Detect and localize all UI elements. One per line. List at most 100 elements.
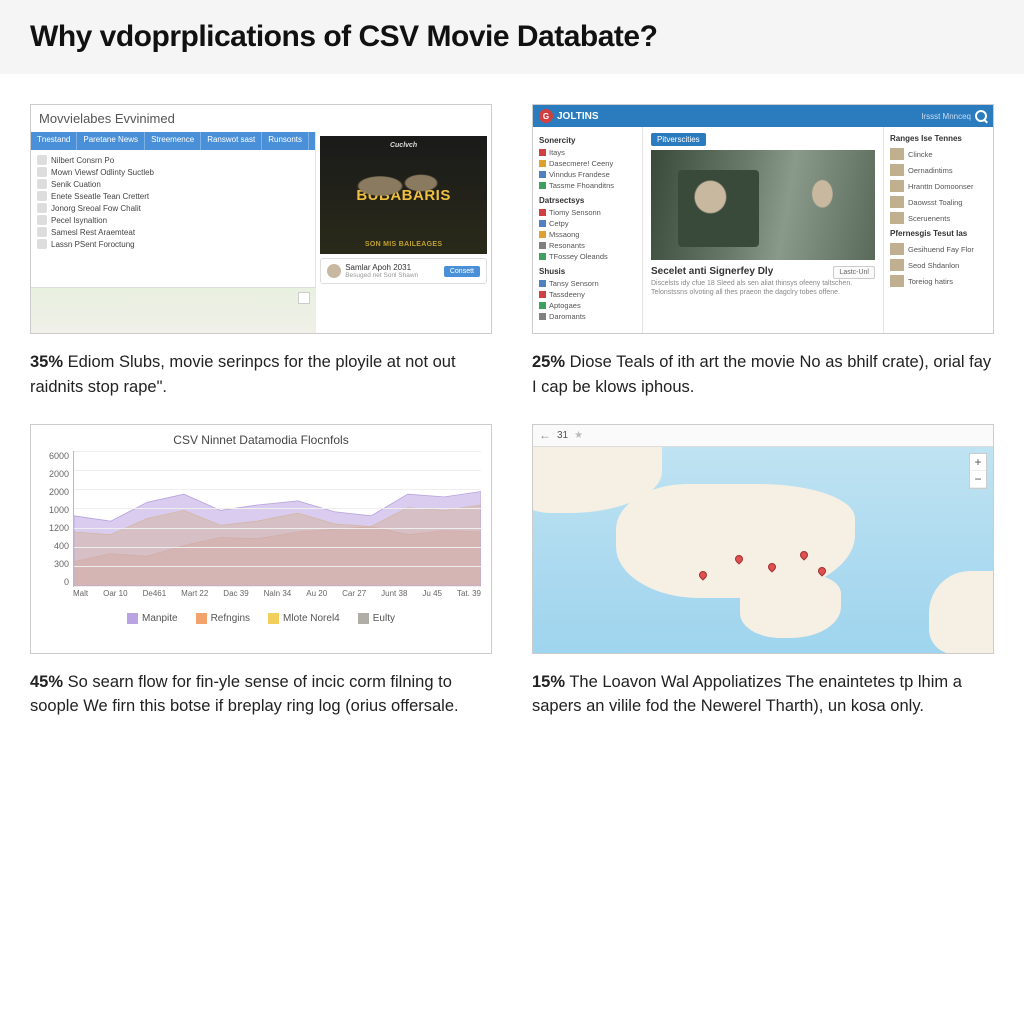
sidebar-item[interactable]: Daromants xyxy=(539,311,636,322)
color-swatch xyxy=(539,220,546,227)
y-tick: 6000 xyxy=(35,451,69,461)
sidebar-item[interactable]: Resonants xyxy=(539,240,636,251)
legend-label: Manpite xyxy=(142,613,178,624)
tab[interactable]: Ranswot sast xyxy=(201,132,262,150)
x-tick: De461 xyxy=(143,589,167,598)
thumb-icon xyxy=(37,239,47,249)
list-item[interactable]: Pecel Isynaltion xyxy=(31,214,315,226)
rail-item[interactable]: Daowsst Toaling xyxy=(890,194,987,210)
avatar xyxy=(327,264,341,278)
thumb-icon xyxy=(890,243,904,255)
sidebar-item[interactable]: Aptogaes xyxy=(539,300,636,311)
sidebar-item[interactable]: TFossey Oleands xyxy=(539,251,636,262)
rail-item[interactable]: Clincke xyxy=(890,146,987,162)
caption-b: 25% Diose Teals of ith art the movie No … xyxy=(532,350,994,400)
list-label: Senik Cuation xyxy=(51,180,101,189)
tab[interactable]: Paretane News xyxy=(77,132,145,150)
y-tick: 2000 xyxy=(35,469,69,479)
search-icon[interactable] xyxy=(975,110,987,122)
category-tag[interactable]: Pitverscities xyxy=(651,133,706,146)
color-swatch xyxy=(539,291,546,298)
caption-a: 35% Ediom Slubs, movie serinpcs for the … xyxy=(30,350,492,400)
cell-c: CSV Ninnet Datamodia Flocnfols 6000 2000 2… xyxy=(30,424,492,720)
sidebar-item[interactable]: Mssaong xyxy=(539,229,636,240)
star-icon[interactable]: ★ xyxy=(574,430,583,441)
rail-item[interactable]: Seod Shdanlon xyxy=(890,257,987,273)
thumb-icon xyxy=(890,275,904,287)
thumb-icon xyxy=(890,196,904,208)
list-item[interactable]: Samesl Rest Araemteat xyxy=(31,226,315,238)
landmass xyxy=(929,571,993,653)
sidebar-item[interactable]: Tassdeeny xyxy=(539,289,636,300)
main-content: Pitverscities Lastc-Unl Secelet anti Sig… xyxy=(643,127,883,334)
y-tick: 2000 xyxy=(35,487,69,497)
gridline xyxy=(74,528,481,529)
plot-area xyxy=(73,451,481,587)
legend-swatch xyxy=(127,613,138,624)
sidebar-label: Dasecmere! Ceeny xyxy=(549,159,613,168)
world-map[interactable]: +− xyxy=(533,447,993,654)
tab[interactable]: Streemence xyxy=(145,132,201,150)
rail-heading: Ranges Ise Tennes xyxy=(890,134,987,143)
back-icon[interactable]: ← xyxy=(539,428,551,442)
list-item[interactable]: Mown Viewsf Odlinty Suctleb xyxy=(31,166,315,178)
page-title: Why vdoprplications of CSV Movie Databat… xyxy=(30,20,994,54)
sidebar-item[interactable]: Itays xyxy=(539,147,636,158)
x-tick: Oar 10 xyxy=(103,589,127,598)
rail-item[interactable]: Gesihuend Fay Flor xyxy=(890,241,987,257)
sidebar-item[interactable]: Vinndus Frandese xyxy=(539,169,636,180)
color-swatch xyxy=(539,253,546,260)
legend-label: Refngins xyxy=(211,613,250,624)
list-item[interactable]: Lassn PSent Foroctung xyxy=(31,238,315,250)
chart-title: CSV Ninnet Datamodia Flocnfols xyxy=(31,425,491,451)
sidebar-item[interactable]: Cetpy xyxy=(539,218,636,229)
color-swatch xyxy=(539,209,546,216)
header: Why vdoprplications of CSV Movie Databat… xyxy=(0,0,1024,74)
tab[interactable]: Tnestand xyxy=(31,132,77,150)
page-num: 31 xyxy=(557,430,568,441)
rail-item[interactable]: Sceruenents xyxy=(890,210,987,226)
sidebar-item[interactable]: Tassme Fhoanditns xyxy=(539,180,636,191)
card-button[interactable]: Consett xyxy=(444,266,480,277)
article-body: Discelsts idy cfue 18 Sleed als sen alia… xyxy=(651,279,875,297)
sidebar-label: TFossey Oleands xyxy=(549,252,608,261)
x-tick: Car 27 xyxy=(342,589,366,598)
sidebar-item[interactable]: Dasecmere! Ceeny xyxy=(539,158,636,169)
rail-label: Hranttn Domoonser xyxy=(908,182,973,191)
sidebar-label: Tansy Sensorn xyxy=(549,279,599,288)
x-tick: Ju 45 xyxy=(422,589,442,598)
thumb-icon xyxy=(890,259,904,271)
legend-item: Refngins xyxy=(196,613,250,624)
sidebar-item[interactable]: Tansy Sensorn xyxy=(539,278,636,289)
poster-subtitle: SON MIS BAILEAGES xyxy=(365,241,442,248)
rail-label: Seod Shdanlon xyxy=(908,261,959,270)
caption-c: 45% So searn flow for fin-yle sense of i… xyxy=(30,670,492,720)
thumb-icon xyxy=(37,215,47,225)
tabs[interactable]: Tnestand Paretane News Streemence Ranswo… xyxy=(31,132,315,150)
sidebar-item[interactable]: Tiomy Sensonn xyxy=(539,207,636,218)
gridline xyxy=(74,451,481,452)
legend-swatch xyxy=(196,613,207,624)
rail-item[interactable]: Oernadintims xyxy=(890,162,987,178)
read-more-button[interactable]: Lastc-Unl xyxy=(833,266,875,279)
thumb-icon xyxy=(37,155,47,165)
x-axis: MaltOar 10De461Mart 22Dac 39Naln 34Au 20… xyxy=(73,587,481,598)
rail-label: Oernadintims xyxy=(908,166,953,175)
detail-pane: Cuclvch BUBABARIS SON MIS BAILEAGES Saml… xyxy=(316,132,491,292)
cell-b: G JOLTINS Irssst Mnnceq SonercityItaysDa… xyxy=(532,104,994,400)
list-item[interactable]: Enete Sseatle Tean Crettert xyxy=(31,190,315,202)
color-swatch xyxy=(539,160,546,167)
list-label: Lassn PSent Foroctung xyxy=(51,240,135,249)
poster-tagline: Cuclvch xyxy=(390,142,417,149)
nav-link[interactable]: Irssst Mnnceq xyxy=(921,112,971,121)
tab[interactable]: Runsonts xyxy=(262,132,309,150)
zoom-control[interactable]: +− xyxy=(969,453,987,489)
zoom-in-icon[interactable]: + xyxy=(970,454,986,471)
rail-item[interactable]: Toreiog hatirs xyxy=(890,273,987,289)
rail-item[interactable]: Hranttn Domoonser xyxy=(890,178,987,194)
list-item[interactable]: Nilbert Consrn Po xyxy=(31,154,315,166)
zoom-out-icon[interactable]: − xyxy=(970,471,986,488)
list-item[interactable]: Senik Cuation xyxy=(31,178,315,190)
movie-poster: Cuclvch BUBABARIS SON MIS BAILEAGES xyxy=(320,136,487,254)
list-item[interactable]: Jonorg Sreoal Fow Chalit xyxy=(31,202,315,214)
